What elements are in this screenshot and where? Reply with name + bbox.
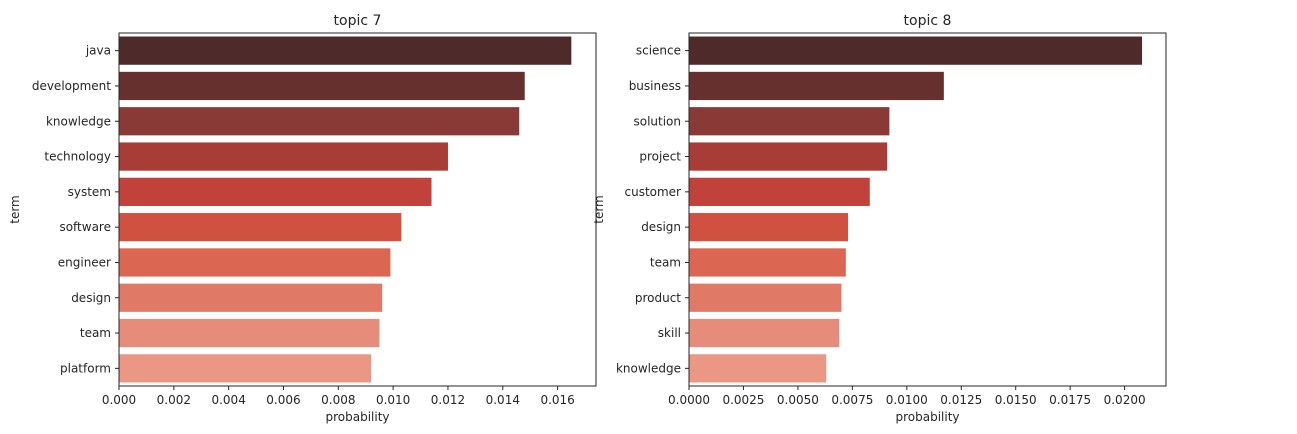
chart-title: topic 7 (334, 13, 382, 29)
bar-engineer (119, 248, 391, 277)
axes-frame (688, 32, 1167, 387)
bar-knowledge (689, 354, 827, 383)
bar-technology (119, 142, 448, 171)
bar-design (689, 213, 848, 242)
y-tick-label: knowledge (616, 361, 681, 375)
bar-customer (689, 177, 870, 206)
bar-design (119, 283, 383, 312)
y-tick-label: skill (658, 326, 681, 340)
bar-platform (119, 354, 372, 383)
y-tick-label: science (636, 44, 681, 58)
y-tick-label: design (641, 220, 681, 234)
chart-panel-1: topic 7 java development knowledge technolog… (8, 13, 597, 424)
y-tick-label: system (68, 185, 111, 199)
x-tick-label: 0.0200 (1104, 393, 1146, 407)
x-tick-label: 0.0100 (886, 393, 928, 407)
bar-team (119, 318, 380, 348)
bar-knowledge (119, 107, 520, 136)
y-tick-label: technology (44, 150, 111, 164)
axes-frame (118, 32, 597, 387)
bar-skill (689, 318, 840, 348)
bar-science (689, 36, 1143, 65)
bar-system (119, 177, 432, 206)
bar-java (119, 36, 572, 65)
x-tick-label: 0.006 (266, 393, 300, 407)
x-tick-label: 0.0075 (831, 393, 873, 407)
bar-product (689, 283, 842, 312)
x-tick-label: 0.0175 (1049, 393, 1091, 407)
y-axis-label: term (8, 195, 22, 224)
y-tick-label: product (635, 291, 681, 305)
y-tick-label: software (59, 220, 111, 234)
y-tick-label: business (629, 79, 681, 93)
chart-panel-2: topic 8 science business solution project cus… (592, 13, 1167, 424)
y-tick-label: solution (633, 114, 681, 128)
x-axis-label: probability (895, 410, 959, 424)
x-tick-label: 0.000 (102, 393, 136, 407)
y-tick-label: platform (60, 361, 111, 375)
y-tick-label: team (80, 326, 111, 340)
bar-team (689, 248, 846, 277)
x-tick-label: 0.0150 (995, 393, 1037, 407)
x-tick-label: 0.010 (376, 393, 410, 407)
x-tick-label: 0.008 (321, 393, 355, 407)
x-tick-label: 0.0000 (668, 393, 710, 407)
bar-development (119, 71, 525, 101)
y-tick-label: engineer (58, 255, 111, 269)
chart-title: topic 8 (904, 13, 952, 29)
y-tick-label: customer (624, 185, 681, 199)
y-tick-label: java (85, 44, 111, 58)
bar-business (689, 71, 944, 101)
x-tick-label: 0.012 (431, 393, 465, 407)
x-tick-label: 0.0125 (940, 393, 982, 407)
x-tick-label: 0.016 (540, 393, 574, 407)
x-axis-label: probability (325, 410, 389, 424)
y-tick-label: project (639, 150, 681, 164)
y-axis-label: term (592, 195, 606, 224)
y-tick-label: knowledge (46, 114, 111, 128)
x-tick-label: 0.014 (486, 393, 520, 407)
y-tick-label: design (71, 291, 111, 305)
x-tick-label: 0.0050 (777, 393, 819, 407)
x-tick-label: 0.0025 (722, 393, 764, 407)
bar-software (119, 213, 402, 242)
y-tick-label: development (32, 79, 111, 93)
bar-solution (689, 107, 890, 136)
x-tick-label: 0.002 (157, 393, 191, 407)
bar-project (689, 142, 888, 171)
y-tick-label: team (650, 255, 681, 269)
x-tick-label: 0.004 (211, 393, 245, 407)
